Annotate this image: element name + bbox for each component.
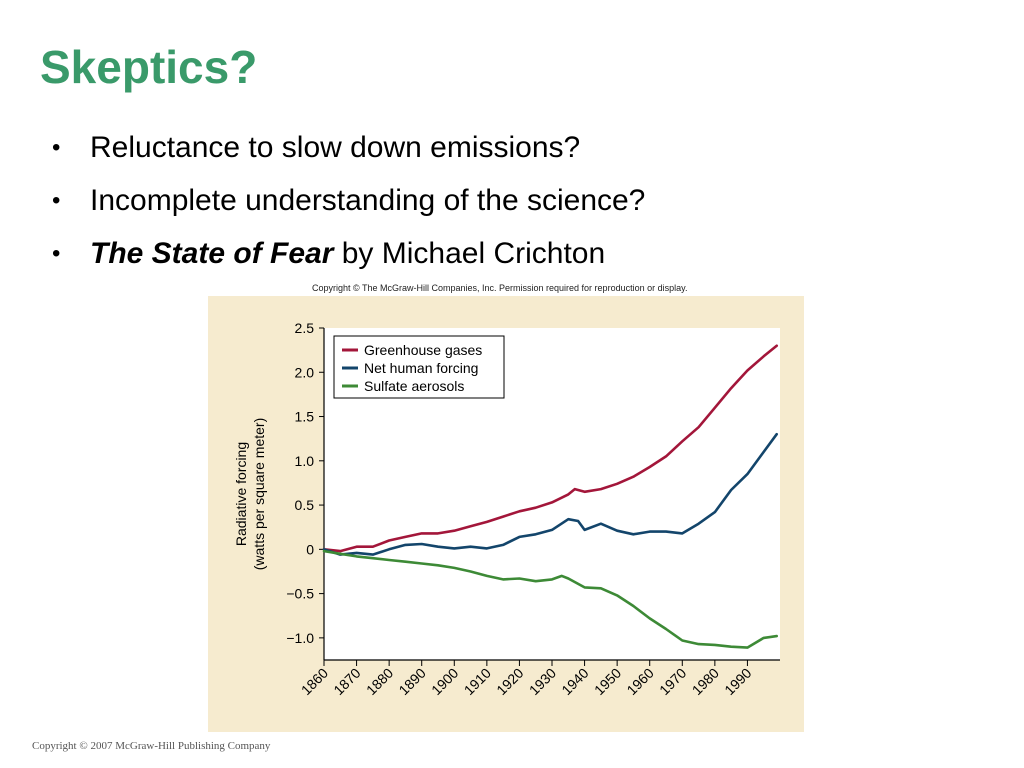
radiative-forcing-chart: 2.5 2.0 1.5 1.0 0.5 0 −0.5 −1.0 1860 1870 1880 1890…: [233, 320, 780, 698]
y-axis-label: Radiative forcing (watts per square meter…: [233, 418, 267, 571]
y-tick-label: 2.0: [295, 364, 315, 380]
x-tick-label: 1950: [591, 665, 624, 698]
x-tick-label: 1870: [330, 665, 363, 698]
bullet-text: by Michael Crichton: [333, 237, 606, 270]
legend-box: [333, 335, 505, 399]
y-tick-label: −1.0: [286, 630, 314, 646]
chart-panel: 2.5 2.0 1.5 1.0 0.5 0 −0.5 −1.0 1860 1870 1880 1890…: [208, 296, 804, 732]
x-tick-label: 1920: [493, 665, 526, 698]
x-tick-label: 1940: [558, 665, 591, 698]
series-line: [322, 432, 778, 556]
series-line: [322, 549, 778, 649]
legend-label: Greenhouse gases: [364, 342, 482, 358]
legend-label: Net human forcing: [364, 360, 478, 376]
x-tick-label: 1900: [428, 665, 461, 698]
x-tick-label: 1960: [623, 665, 656, 698]
slide-title: Skeptics?: [40, 41, 258, 93]
x-tick-label: 1880: [363, 665, 396, 698]
legend-label: Sulfate aerosols: [364, 378, 464, 394]
y-tick-label: 1.5: [295, 409, 315, 425]
bullet-item: • Incomplete understanding of the scienc…: [52, 181, 645, 234]
x-tick-label: 1910: [461, 665, 494, 698]
series-line: [322, 344, 778, 553]
y-tick-label: 2.5: [295, 320, 315, 336]
y-tick-label: −0.5: [286, 586, 314, 602]
y-tick-label: 0.5: [295, 497, 315, 513]
bullet-marker: •: [52, 187, 61, 214]
x-tick-label: 1930: [526, 665, 559, 698]
y-axis-label-line: Radiative forcing: [233, 442, 249, 546]
bullet-marker: •: [52, 134, 61, 161]
bullet-text: Incomplete understanding of the science?: [90, 184, 646, 217]
x-tick-label: 1990: [721, 665, 754, 698]
x-tick-label: 1860: [298, 665, 331, 698]
x-tick-label: 1980: [689, 665, 722, 698]
x-tick-label: 1970: [656, 665, 689, 698]
book-title: The State of Fear: [90, 237, 334, 270]
bullet-item: • Reluctance to slow down emissions?: [52, 128, 645, 181]
bullet-item: • The State of Fear by Michael Crichton: [52, 234, 645, 287]
footer-copyright: Copyright © 2007 McGraw-Hill Publishing …: [32, 740, 271, 752]
y-tick-label: 1.0: [295, 453, 315, 469]
y-tick-label: 0: [306, 541, 314, 557]
bullet-marker: •: [52, 240, 61, 267]
y-axis-label-line: (watts per square meter): [251, 418, 267, 571]
bullet-text: Reluctance to slow down emissions?: [90, 131, 581, 164]
bullet-list: • Reluctance to slow down emissions? • I…: [52, 128, 645, 287]
figure-copyright: Copyright © The McGraw-Hill Companies, I…: [312, 283, 688, 293]
x-tick-label: 1890: [395, 665, 428, 698]
